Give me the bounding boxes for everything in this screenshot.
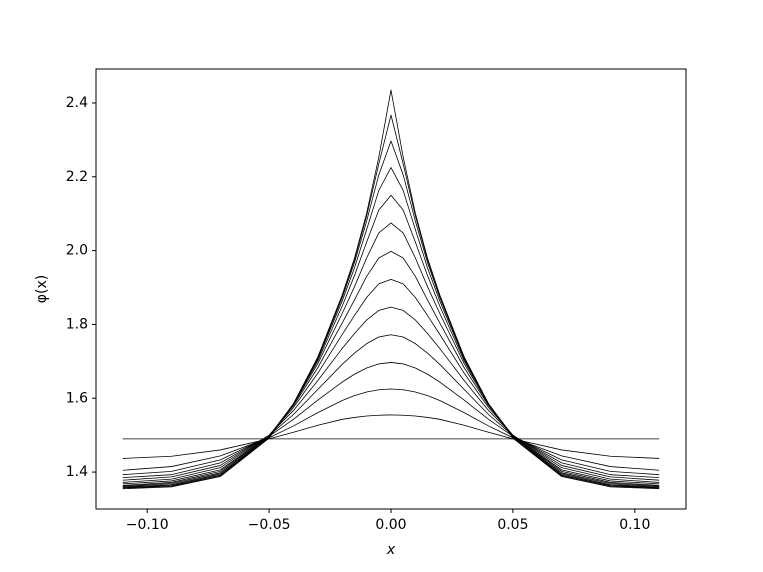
plot-area [122, 89, 660, 490]
y-tick-label: 2.2 [66, 169, 88, 185]
y-tick-label: 1.4 [66, 464, 88, 480]
y-tick-label: 1.8 [66, 316, 88, 332]
series-line [122, 334, 660, 479]
x-tick-label: 0.10 [619, 517, 650, 533]
y-tick-label: 1.6 [66, 390, 88, 406]
y-axis-label: φ(x) [34, 275, 50, 303]
x-tick-label: −0.10 [126, 517, 169, 533]
y-tick-label: 2.0 [66, 243, 88, 259]
x-tick-label: −0.05 [248, 517, 291, 533]
series-line [122, 414, 660, 459]
series-line [122, 89, 660, 490]
series-line [122, 388, 660, 471]
x-tick-label: 0.00 [375, 517, 406, 533]
x-axis-label: x [386, 542, 396, 558]
y-tick-label: 2.4 [66, 95, 88, 111]
series-line [122, 362, 660, 476]
x-tick-label: 0.05 [497, 517, 528, 533]
